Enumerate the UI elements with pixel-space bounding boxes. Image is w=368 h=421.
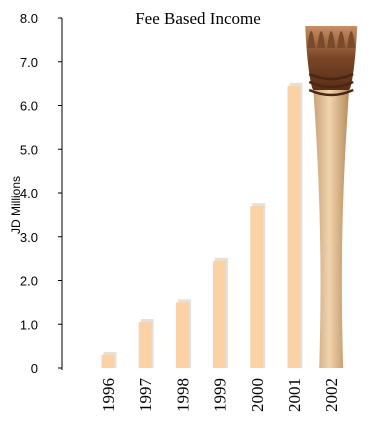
y-tick-label: 8.0: [20, 11, 38, 26]
bar-1996: [101, 354, 115, 368]
torch-stem: [313, 88, 350, 368]
bar-1997: [138, 322, 152, 368]
y-tick-label: 6.0: [20, 99, 38, 114]
torch-band: [308, 88, 354, 97]
torch-flame: [327, 31, 336, 48]
bar-torch: [305, 26, 358, 368]
y-axis-label: JD Millions: [9, 176, 23, 234]
torch-band: [308, 72, 354, 81]
bar-1999: [213, 260, 227, 368]
y-tick-label: 4.0: [20, 186, 38, 201]
y-tick-label: 3.0: [20, 230, 38, 245]
torch-band: [308, 80, 354, 89]
y-tick-group: 0 1.0 2.0 3.0 4.0 5.0 6.0 7.0 8.0: [20, 11, 62, 376]
x-tick-label: 1996: [99, 378, 118, 412]
x-tick-label: 2002: [322, 378, 341, 412]
x-tick-label: 2001: [285, 378, 304, 412]
y-tick-label: 1.0: [20, 317, 38, 332]
torch-flame: [317, 31, 326, 48]
y-tick-label: 2.0: [20, 274, 38, 289]
bar-2001: [287, 85, 301, 368]
bar-1998: [175, 302, 189, 368]
x-tick-label: 2000: [248, 378, 267, 412]
x-tick-label: 1999: [211, 378, 230, 412]
y-tick-label: 5.0: [20, 142, 38, 157]
chart-title: Fee Based Income: [135, 9, 261, 28]
torch-flame: [347, 31, 356, 48]
torch-flame: [337, 31, 346, 48]
x-tick-label: 1998: [173, 378, 192, 412]
x-tick-group: 1996 1997 1998 1999 2000 2001 2002: [99, 378, 341, 413]
bar-group: [101, 26, 358, 368]
torch-flame: [307, 31, 316, 48]
bar-2000: [250, 206, 264, 368]
y-tick-label: 7.0: [20, 55, 38, 70]
y-tick-label: 0: [31, 361, 38, 376]
x-tick-label: 1997: [136, 378, 155, 413]
